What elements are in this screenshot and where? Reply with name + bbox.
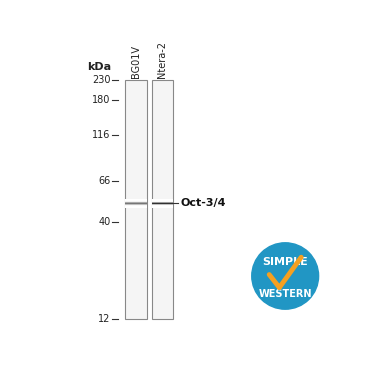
Text: 40: 40 [99, 217, 111, 226]
Text: 116: 116 [92, 130, 111, 140]
Text: Oct-3/4: Oct-3/4 [181, 198, 226, 208]
Text: 230: 230 [92, 75, 111, 85]
Text: Ntera-2: Ntera-2 [158, 41, 167, 78]
Text: WESTERN: WESTERN [258, 289, 312, 299]
Text: kDa: kDa [87, 62, 111, 72]
Text: BG01V: BG01V [131, 45, 141, 78]
Text: 66: 66 [99, 176, 111, 186]
Text: 180: 180 [92, 94, 111, 105]
Text: 12: 12 [98, 314, 111, 324]
Bar [152, 80, 173, 320]
Bar [125, 80, 147, 320]
Circle shape [252, 243, 319, 309]
Text: SIMPLE: SIMPLE [262, 257, 308, 267]
